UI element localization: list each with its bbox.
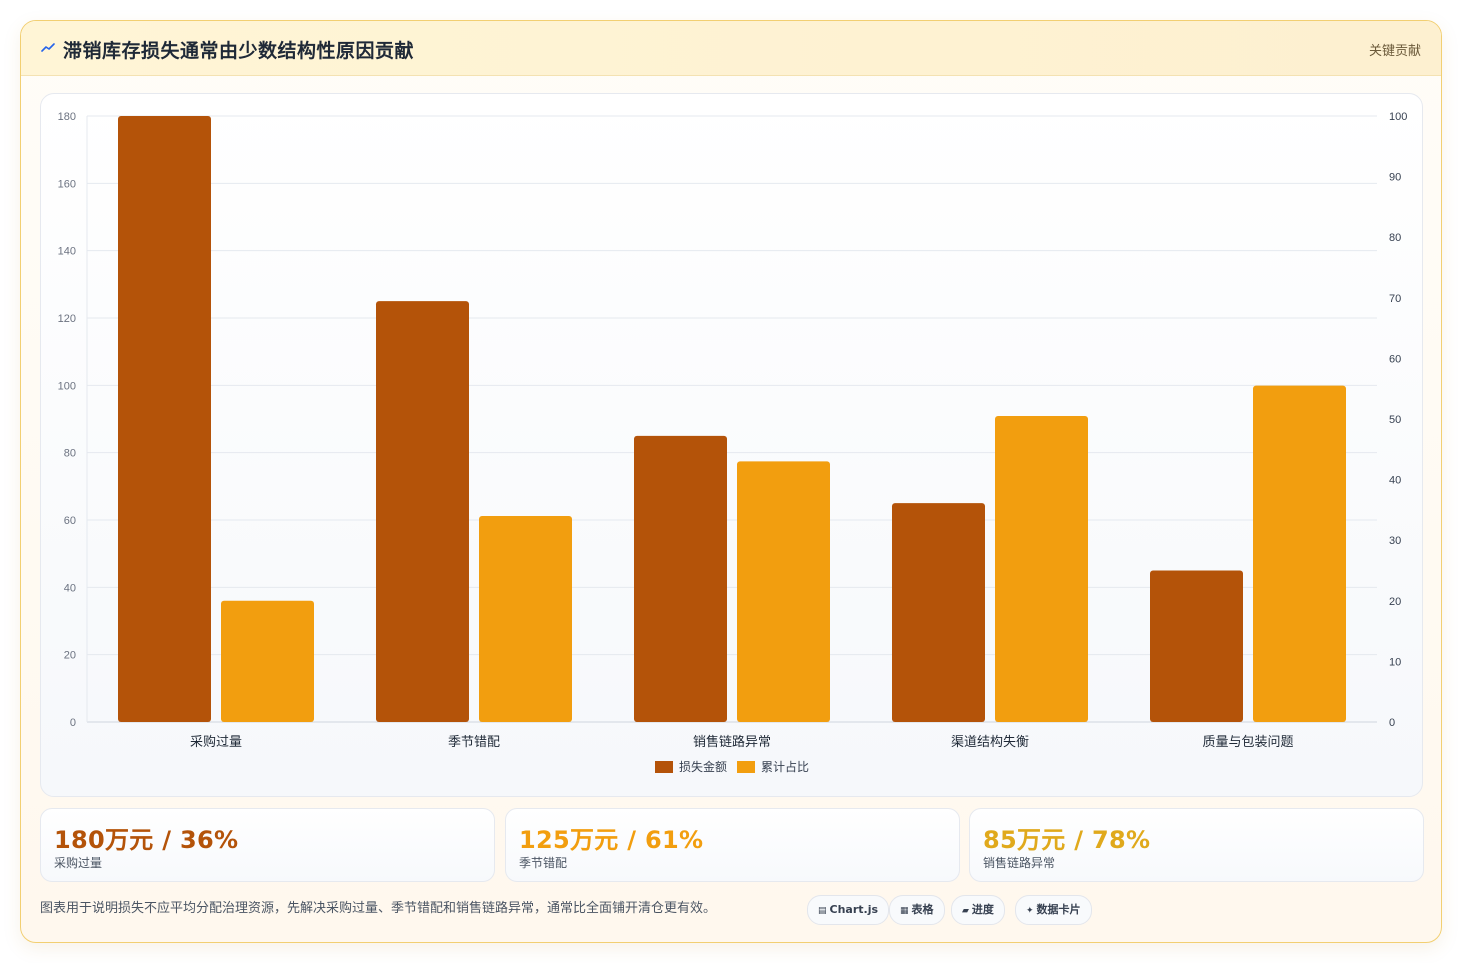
y-left-tick-label: 20 — [64, 650, 76, 662]
stat-label: 销售链路异常 — [983, 856, 1056, 870]
stat-value: 85万元 / 78% — [983, 826, 1151, 854]
chip-label: Chart.js — [829, 903, 879, 916]
y-right-tick-label: 20 — [1389, 596, 1401, 608]
y-right-tick-label: 70 — [1389, 293, 1401, 305]
y-left-tick-label: 60 — [64, 515, 76, 527]
bar-loss-amount — [892, 503, 985, 722]
y-left-tick-label: 80 — [64, 448, 76, 460]
bar-cumulative-share — [737, 461, 830, 722]
card-header: 滞销库存损失通常由少数结构性原因贡献 关键贡献 — [21, 21, 1441, 76]
y-left-tick-label: 40 — [64, 582, 76, 594]
trend-icon — [41, 43, 55, 52]
bar-loss-amount — [376, 301, 469, 722]
chart-panel: 0 20 40 60 80 100 120 140 160 180 0 10 20 30 40 50 60 70 8… — [40, 93, 1423, 797]
sparkle-icon: ✦ — [1026, 906, 1034, 916]
y-left-tick-label: 100 — [58, 380, 76, 392]
stat-cards: 180万元 / 36% 采购过量 125万元 / 61% 季节错配 85万元 /… — [40, 808, 1424, 882]
y-right-tick-label: 90 — [1389, 172, 1401, 184]
x-tick-label: 季节错配 — [448, 734, 500, 749]
y-right-tick-label: 50 — [1389, 414, 1401, 426]
chart-icon: ▤ — [818, 906, 827, 916]
bar-cumulative-share — [1253, 385, 1346, 722]
legend-swatch-loss — [655, 761, 673, 773]
x-tick-label: 质量与包装问题 — [1202, 734, 1293, 749]
y-right-tick-label: 60 — [1389, 353, 1401, 365]
chip-data-cards[interactable]: ✦ 数据卡片 — [1015, 895, 1092, 925]
x-tick-label: 采购过量 — [190, 734, 242, 749]
y-right-tick-label: 10 — [1389, 656, 1401, 668]
y-right-tick-label: 30 — [1389, 535, 1401, 547]
stat-label: 季节错配 — [519, 856, 568, 870]
y-right-tick-label: 0 — [1389, 717, 1395, 729]
bar-chart: 0 20 40 60 80 100 120 140 160 180 0 10 20 30 40 50 60 70 8… — [58, 111, 1408, 774]
y-right-tick-label: 80 — [1389, 232, 1401, 244]
stat-card: 180万元 / 36% 采购过量 — [40, 808, 495, 882]
y-left-tick-label: 120 — [58, 313, 76, 325]
progress-icon: ▰ — [962, 906, 969, 916]
stat-value: 180万元 / 36% — [54, 826, 239, 854]
legend-label-share: 累计占比 — [761, 759, 809, 774]
chip-label: 进度 — [971, 903, 994, 916]
bar-loss-amount — [1150, 570, 1243, 722]
y-left-tick-label: 140 — [58, 246, 76, 258]
legend-label-loss: 损失金额 — [679, 759, 727, 774]
chip-table[interactable]: ▦ 表格 — [889, 895, 945, 925]
x-tick-label: 销售链路异常 — [693, 734, 771, 749]
bar-cumulative-share — [479, 515, 572, 722]
y-left-tick-label: 0 — [70, 717, 76, 729]
chart-card: 滞销库存损失通常由少数结构性原因贡献 关键贡献 0 20 40 60 80 100 120 1… — [20, 20, 1442, 943]
chip-chartjs[interactable]: ▤ Chart.js — [807, 895, 890, 925]
chip-label: 数据卡片 — [1036, 903, 1081, 916]
bar-cumulative-share — [221, 600, 314, 722]
stat-value: 125万元 / 61% — [519, 826, 704, 854]
bar-loss-amount — [118, 116, 211, 722]
table-icon: ▦ — [900, 906, 909, 916]
chip-label: 表格 — [911, 903, 934, 916]
legend-swatch-share — [737, 761, 755, 773]
footnote: 图表用于说明损失不应平均分配治理资源，先解决采购过量、季节错配和销售链路异常，通… — [40, 901, 717, 916]
stat-card: 85万元 / 78% 销售链路异常 — [969, 808, 1424, 882]
y-left-tick-label: 180 — [58, 111, 76, 123]
page-title: 滞销库存损失通常由少数结构性原因贡献 — [63, 40, 415, 62]
bar-loss-amount — [634, 435, 727, 722]
stat-label: 采购过量 — [54, 856, 103, 870]
y-left-tick-label: 160 — [58, 178, 76, 190]
y-right-tick-label: 100 — [1389, 111, 1407, 123]
header-tag: 关键贡献 — [1368, 44, 1421, 59]
y-right-tick-label: 40 — [1389, 475, 1401, 487]
x-tick-label: 渠道结构失衡 — [951, 734, 1029, 749]
chip-progress[interactable]: ▰ 进度 — [951, 895, 1005, 925]
bar-cumulative-share — [995, 415, 1088, 722]
stat-card: 125万元 / 61% 季节错配 — [505, 808, 960, 882]
